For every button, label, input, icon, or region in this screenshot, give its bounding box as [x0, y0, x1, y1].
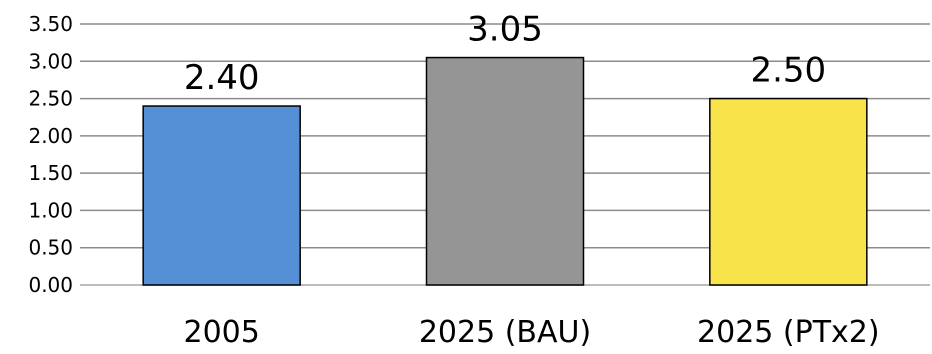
- x-category-label: 2025 (BAU): [419, 315, 591, 350]
- data-labels: 2.40 3.05 2.50: [184, 10, 826, 98]
- data-label: 2.40: [184, 58, 260, 98]
- y-axis: 0.00 0.50 1.00 1.50 2.00 2.50 3.00 3.50: [28, 12, 73, 297]
- bar: [142, 105, 301, 286]
- data-label: 3.05: [467, 10, 543, 50]
- y-tick-label: 1.50: [28, 161, 73, 185]
- y-tick-label: 3.00: [28, 49, 73, 73]
- data-label: 2.50: [750, 51, 826, 91]
- x-category-label: 2025 (PTx2): [697, 315, 880, 350]
- y-tick-label: 3.50: [28, 12, 73, 36]
- y-tick-label: 1.00: [28, 198, 73, 222]
- y-tick-label: 2.50: [28, 87, 73, 111]
- y-tick-label: 0.50: [28, 236, 73, 260]
- bar: [425, 56, 585, 286]
- y-tick-label: 2.00: [28, 124, 73, 148]
- x-category-label: 2005: [183, 315, 259, 350]
- bars: [142, 56, 868, 286]
- bar: [709, 97, 868, 286]
- x-axis: 2005 2025 (BAU) 2025 (PTx2): [183, 315, 879, 350]
- y-tick-label: 0.00: [28, 273, 73, 297]
